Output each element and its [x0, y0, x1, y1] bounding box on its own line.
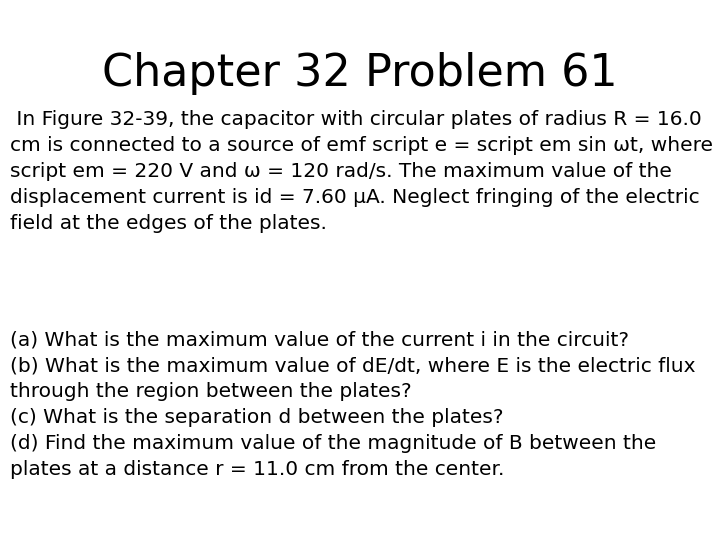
Text: (c) What is the separation d between the plates?: (c) What is the separation d between the…: [10, 408, 503, 427]
Text: field at the edges of the plates.: field at the edges of the plates.: [10, 214, 327, 233]
Text: displacement current is id = 7.60 μA. Neglect fringing of the electric: displacement current is id = 7.60 μA. Ne…: [10, 188, 700, 207]
Text: Chapter 32 Problem 61: Chapter 32 Problem 61: [102, 52, 618, 95]
Text: plates at a distance r = 11.0 cm from the center.: plates at a distance r = 11.0 cm from th…: [10, 460, 505, 479]
Text: In Figure 32-39, the capacitor with circular plates of radius R = 16.0: In Figure 32-39, the capacitor with circ…: [10, 110, 702, 129]
Text: through the region between the plates?: through the region between the plates?: [10, 382, 412, 401]
Text: script em = 220 V and ω = 120 rad/s. The maximum value of the: script em = 220 V and ω = 120 rad/s. The…: [10, 162, 672, 181]
Text: (d) Find the maximum value of the magnitude of B between the: (d) Find the maximum value of the magnit…: [10, 434, 656, 453]
Text: (a) What is the maximum value of the current i in the circuit?: (a) What is the maximum value of the cur…: [10, 330, 629, 349]
Text: (b) What is the maximum value of dE/dt, where E is the electric flux: (b) What is the maximum value of dE/dt, …: [10, 356, 696, 375]
Text: cm is connected to a source of emf script e = script em sin ωt, where: cm is connected to a source of emf scrip…: [10, 136, 713, 155]
